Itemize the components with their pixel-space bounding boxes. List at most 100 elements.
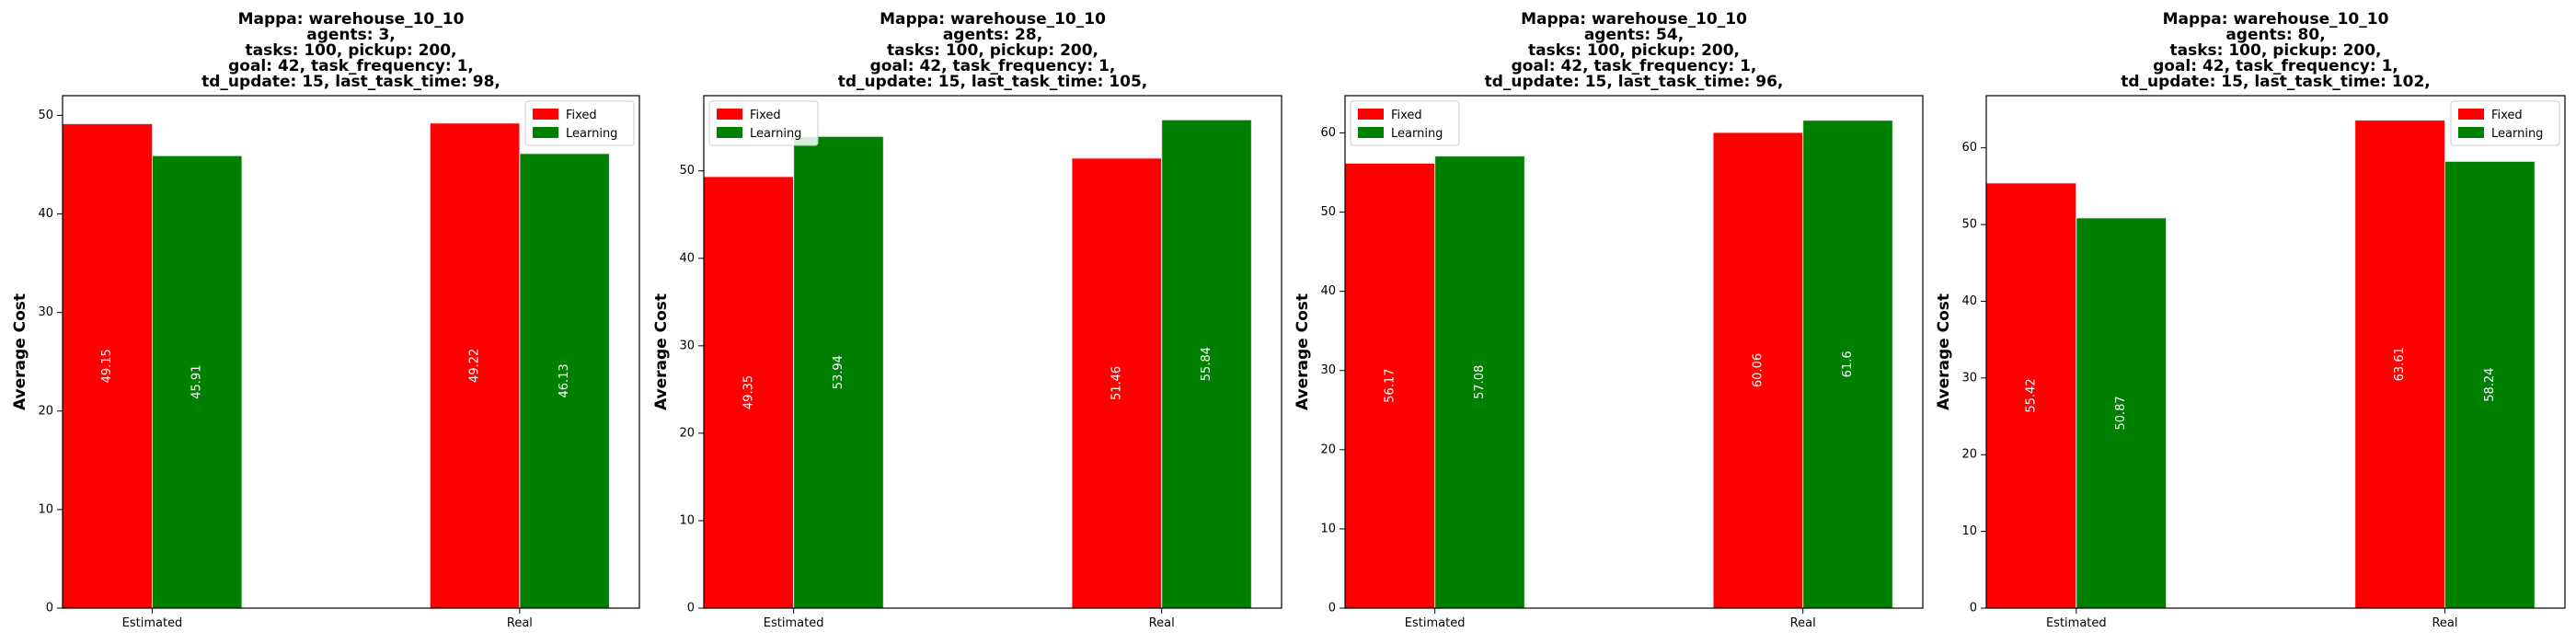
bar-fixed-real <box>2354 120 2445 609</box>
plot-frame <box>1344 95 1924 609</box>
legend-label: Learning <box>566 127 617 141</box>
legend-swatch-learning <box>2458 127 2484 138</box>
y-tick-label: 10 <box>1320 522 1336 535</box>
chart-title-line: td_update: 15, last_task_time: 98, <box>201 73 500 91</box>
chart-title-line: tasks: 100, pickup: 200, <box>2169 41 2381 60</box>
legend: Fixed Learning <box>2450 100 2560 146</box>
y-axis-label: Average Cost <box>1935 293 1953 410</box>
bar-learning-real <box>519 153 610 609</box>
y-tick-label: 40 <box>1320 284 1336 298</box>
bar-value-label: 45.91 <box>190 365 204 399</box>
bar-learning-real <box>2444 160 2536 609</box>
y-tick-label: 50 <box>38 109 53 122</box>
bar-learning-estimated <box>1434 155 1525 609</box>
y-tick-label: 30 <box>1961 371 1977 385</box>
chart-title-line: Mappa: warehouse_10_10 <box>1521 10 1747 29</box>
plot-frame <box>703 95 1282 609</box>
y-tick-label: 30 <box>1320 363 1336 377</box>
y-tick-label: 60 <box>1320 126 1336 140</box>
bar-value-label: 49.35 <box>742 375 755 409</box>
y-tick-label: 0 <box>1970 602 1977 615</box>
bar-learning-estimated <box>151 155 243 609</box>
plot-frame <box>62 95 640 609</box>
legend-swatch-fixed <box>1358 109 1384 120</box>
legend-swatch-fixed <box>533 109 558 120</box>
legend-label: Learning <box>750 127 801 141</box>
x-tick-label: Estimated <box>1405 616 1466 630</box>
chart-panel-4: 55.42 63.61 50.87 58.24 0 10 20 30 40 50 60 Estimat… <box>1935 10 2566 630</box>
chart-title-line: Mappa: warehouse_10_10 <box>2163 10 2389 29</box>
bar-fixed-estimated <box>1985 182 2077 609</box>
y-axis-label: Average Cost <box>1294 293 1312 410</box>
bar-learning-estimated <box>2076 217 2168 609</box>
legend: Fixed Learning <box>1350 100 1460 146</box>
legend-swatch-fixed <box>717 109 742 120</box>
legend: Fixed Learning <box>708 100 819 146</box>
y-tick-label: 20 <box>38 404 53 418</box>
bar-fixed-estimated <box>62 123 153 609</box>
legend-swatch-learning <box>533 127 558 138</box>
y-tick-label: 20 <box>679 426 695 440</box>
y-tick-label: 20 <box>1320 443 1336 456</box>
legend-swatch-learning <box>717 127 742 138</box>
y-tick-label: 10 <box>38 502 53 516</box>
y-tick-label: 50 <box>1320 205 1336 219</box>
bar-value-label: 46.13 <box>558 363 571 397</box>
legend-label: Learning <box>2491 127 2543 141</box>
x-tick-label: Real <box>1790 616 1816 630</box>
chart-title-line: goal: 42, task_frequency: 1, <box>1512 57 1757 75</box>
chart-title-line: agents: 80, <box>2225 26 2325 44</box>
chart-title-line: agents: 54, <box>1584 26 1684 44</box>
bar-value-label: 53.94 <box>832 355 845 389</box>
bar-learning-real <box>1802 120 1893 609</box>
y-axis-label: Average Cost <box>652 293 671 410</box>
bar-value-label: 60.06 <box>1751 353 1765 387</box>
x-tick-label: Estimated <box>122 616 183 630</box>
legend-swatch-learning <box>1358 127 1384 138</box>
chart-title-line: tasks: 100, pickup: 200, <box>1528 41 1740 60</box>
legend-label: Fixed <box>750 109 781 122</box>
bar-learning-estimated <box>793 135 884 609</box>
y-tick-label: 30 <box>679 339 695 352</box>
bar-value-label: 61.6 <box>1841 351 1855 377</box>
legend-label: Fixed <box>1391 109 1422 122</box>
y-tick-label: 20 <box>1961 448 1977 462</box>
y-tick-label: 10 <box>679 513 695 527</box>
chart-title-line: td_update: 15, last_task_time: 102, <box>2121 73 2431 91</box>
legend-label: Learning <box>1391 127 1443 141</box>
chart-title-line: agents: 3, <box>306 26 396 44</box>
x-tick-label: Estimated <box>2046 616 2107 630</box>
chart-title-line: goal: 42, task_frequency: 1, <box>228 57 474 75</box>
bar-value-label: 50.87 <box>2114 396 2128 430</box>
y-tick-label: 50 <box>1961 218 1977 232</box>
bar-value-label: 57.08 <box>1473 365 1487 399</box>
y-tick-label: 10 <box>1961 524 1977 538</box>
x-tick-label: Real <box>2432 616 2457 630</box>
y-tick-label: 40 <box>38 207 53 221</box>
y-tick-label: 40 <box>679 251 695 265</box>
chart-title-line: td_update: 15, last_task_time: 105, <box>838 73 1148 91</box>
bar-value-label: 56.17 <box>1383 369 1397 403</box>
chart-title-line: tasks: 100, pickup: 200, <box>887 41 1098 60</box>
y-tick-label: 50 <box>679 164 695 178</box>
chart-title-line: goal: 42, task_frequency: 1, <box>2153 57 2398 75</box>
bar-fixed-real <box>429 122 521 609</box>
y-tick-label: 0 <box>687 602 695 615</box>
y-tick-label: 40 <box>1961 294 1977 308</box>
legend-swatch-fixed <box>2458 109 2484 120</box>
chart-panel-2: 49.35 51.46 53.94 55.84 0 10 20 30 40 50 Estimated… <box>652 10 1282 630</box>
chart-panel-1: 49.15 49.22 45.91 46.13 0 10 20 30 40 50 Estimated… <box>11 10 640 630</box>
chart-title-line: Mappa: warehouse_10_10 <box>238 10 465 29</box>
x-tick-label: Real <box>507 616 533 630</box>
bar-value-label: 51.46 <box>1110 366 1123 400</box>
y-tick-label: 0 <box>1328 602 1336 615</box>
chart-panel-3: 56.17 60.06 57.08 61.6 0 10 20 30 40 50 60 Estimate… <box>1294 10 1924 630</box>
bar-value-label: 63.61 <box>2393 347 2407 381</box>
bar-value-label: 49.22 <box>468 349 482 383</box>
bar-fixed-estimated <box>703 176 795 609</box>
bar-value-label: 55.42 <box>2024 378 2038 412</box>
plot-frame <box>1985 95 2566 609</box>
legend-label: Fixed <box>2491 109 2523 122</box>
bar-learning-real <box>1161 119 1252 609</box>
